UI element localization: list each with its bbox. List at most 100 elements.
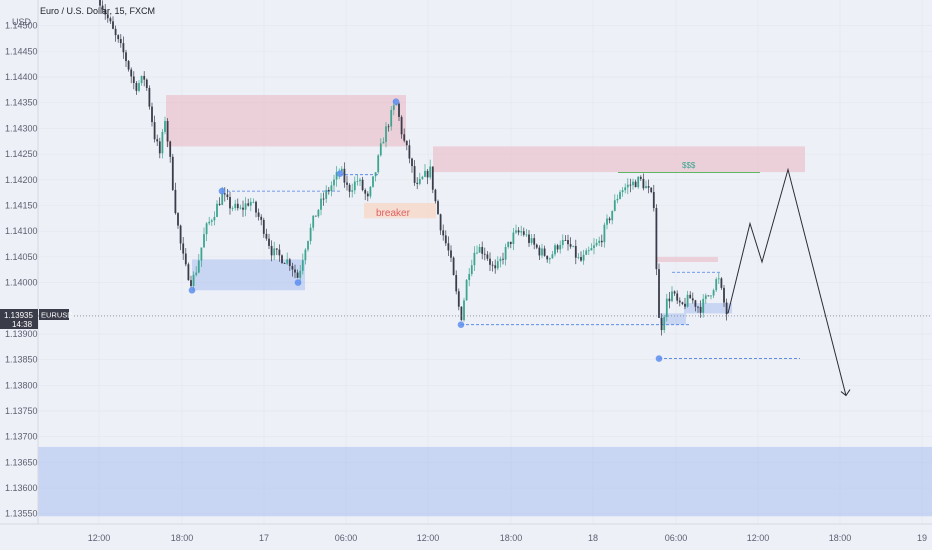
candle-body [603, 224, 606, 243]
candle-body [413, 166, 416, 183]
candle-body [127, 61, 130, 70]
candle-body [398, 103, 400, 117]
price-label: 1.14500 [5, 21, 38, 31]
candle-body [216, 203, 218, 217]
symbol-title[interactable]: Euro / U.S. Dollar, 15, FXCM [40, 6, 155, 16]
candle-body [632, 181, 634, 186]
price-label: 1.13650 [5, 457, 38, 467]
candle-body [582, 254, 585, 261]
time-label: 17 [259, 533, 269, 543]
time-label: 18 [588, 533, 598, 543]
candle-body [169, 141, 172, 157]
candle-body [106, 14, 109, 19]
candle-body [385, 126, 387, 142]
candle-body [138, 83, 140, 91]
candle-body [489, 258, 491, 265]
candle-body [541, 248, 543, 256]
candle-body [686, 294, 689, 307]
candle-body [650, 187, 653, 192]
candle-body [213, 216, 216, 221]
candle-body [187, 264, 190, 281]
candle-body [564, 240, 567, 241]
candle-body [499, 258, 502, 262]
candle-body [346, 182, 348, 185]
price-label: 1.13800 [5, 380, 38, 390]
zones [0, 95, 932, 517]
candle-body [512, 232, 515, 244]
candle-body [348, 184, 351, 192]
candle-body [249, 201, 252, 206]
candle-body [694, 300, 697, 307]
candle-body [655, 208, 658, 270]
candle-body [405, 140, 408, 146]
candle-body [117, 35, 120, 40]
candle-body [283, 263, 286, 264]
candle-body [260, 216, 263, 220]
candle-body [455, 275, 458, 292]
time-label: 12:00 [88, 533, 111, 543]
candle-body [689, 294, 692, 299]
candle-body [520, 231, 523, 233]
candle-body [307, 241, 309, 250]
candle-body [444, 235, 447, 244]
candle-body [572, 245, 575, 247]
candle-body [351, 190, 354, 192]
candle-body [548, 258, 551, 260]
candle-body [517, 230, 520, 233]
candle-body [317, 209, 320, 217]
candle-body [556, 245, 559, 250]
candle-body [426, 170, 429, 178]
candle-body [473, 252, 476, 266]
candle-body [494, 265, 497, 269]
candle-body [465, 279, 468, 301]
candle-body [647, 186, 650, 188]
candle-body [356, 181, 359, 182]
candle-body [340, 168, 343, 172]
candle-body [174, 189, 177, 214]
candle-body [468, 274, 471, 280]
candle-body [112, 21, 114, 29]
candle-body [712, 290, 715, 296]
candle-body [587, 250, 590, 252]
candle-body [390, 109, 393, 127]
candle-body [522, 231, 525, 235]
candle-body [593, 245, 595, 249]
candle-body [158, 141, 161, 154]
candle-body [559, 244, 562, 250]
candle-body [543, 248, 546, 256]
candle-body [486, 254, 489, 259]
time-label: 06:00 [335, 533, 358, 543]
candle-body [460, 306, 463, 321]
candle-body [660, 317, 663, 331]
price-badge-value: 1.13935 [4, 311, 33, 320]
candle-body [156, 139, 159, 142]
candle-body [203, 234, 205, 248]
candle-body [275, 248, 278, 250]
candle-body [470, 265, 473, 275]
candle-body [304, 249, 307, 261]
candle-body [639, 176, 642, 179]
time-axis-labels[interactable]: 12:00 18:00 17 06:00 12:00 18:00 18 06:00 12:00 1… [88, 533, 927, 543]
zone-demand [660, 313, 686, 325]
candle-body [145, 79, 148, 88]
time-label: 06:00 [665, 533, 688, 543]
price-label: 1.14000 [5, 278, 38, 288]
time-label: 18:00 [171, 533, 194, 543]
swing-point [392, 98, 400, 106]
candle-body [699, 306, 702, 313]
candle-body [434, 189, 437, 202]
price-label: 1.14200 [5, 175, 38, 185]
candle-body [109, 18, 112, 22]
candle-body [314, 215, 317, 217]
candle-body [611, 210, 614, 221]
price-label: 1.14250 [5, 149, 38, 159]
price-scale[interactable] [0, 0, 38, 550]
candle-body [190, 280, 192, 286]
candle-body [400, 116, 403, 135]
candle-body [668, 298, 671, 302]
candle-body [382, 141, 385, 144]
projection-arrowhead [840, 389, 851, 397]
price-label: 1.14350 [5, 98, 38, 108]
candle-body [101, 5, 104, 10]
